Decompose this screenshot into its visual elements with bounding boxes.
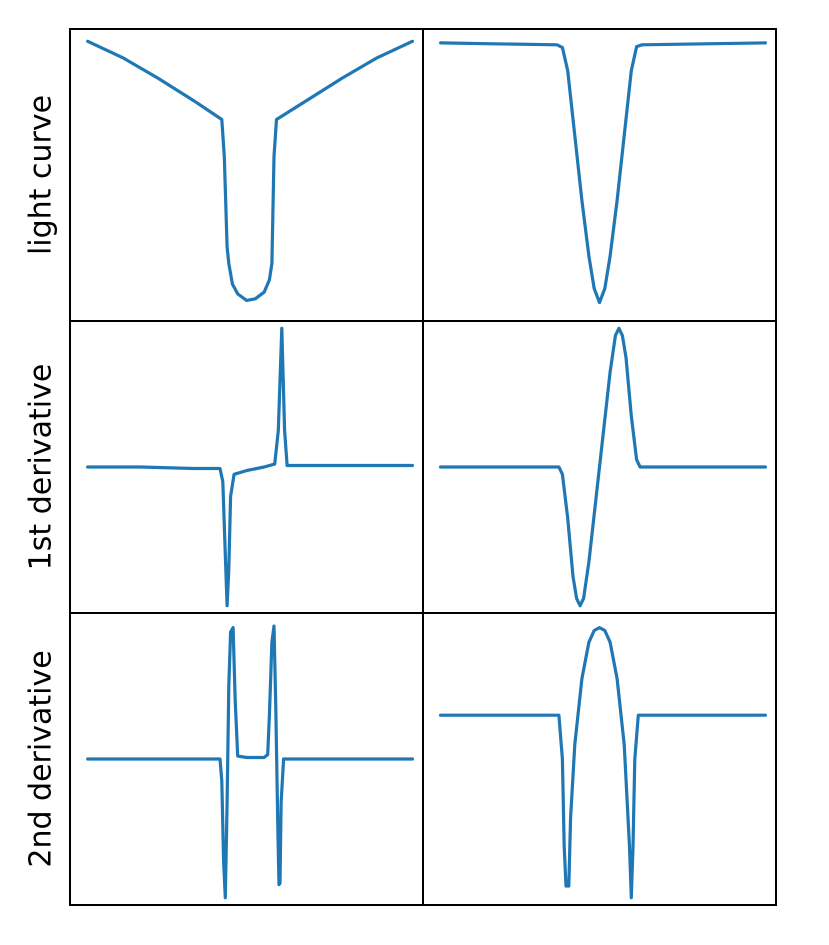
- panel-frame: [422, 28, 777, 322]
- row-label-light-curve: light curve: [24, 95, 59, 255]
- series-line: [86, 39, 414, 302]
- panel-1st-derivative-left: [69, 320, 424, 614]
- panel-2nd-derivative-right: [422, 612, 777, 906]
- series-line: [439, 625, 768, 900]
- row-label-2nd-derivative: 2nd derivative: [24, 650, 59, 867]
- panel-1st-derivative-right: [422, 320, 777, 614]
- panel-frame: [69, 28, 424, 322]
- panel-light-curve-right: [422, 28, 777, 322]
- series-line: [86, 326, 414, 608]
- panel-2nd-derivative-left: [69, 612, 424, 906]
- row-labels: light curve 1st derivative 2nd derivative: [24, 95, 59, 868]
- panel-grid: [69, 28, 777, 906]
- series-line: [439, 326, 768, 608]
- series-line: [439, 41, 768, 305]
- series-line: [86, 624, 414, 900]
- panel-light-curve-left: [69, 28, 424, 322]
- row-label-1st-derivative: 1st derivative: [24, 364, 59, 571]
- panel-frame: [422, 612, 777, 906]
